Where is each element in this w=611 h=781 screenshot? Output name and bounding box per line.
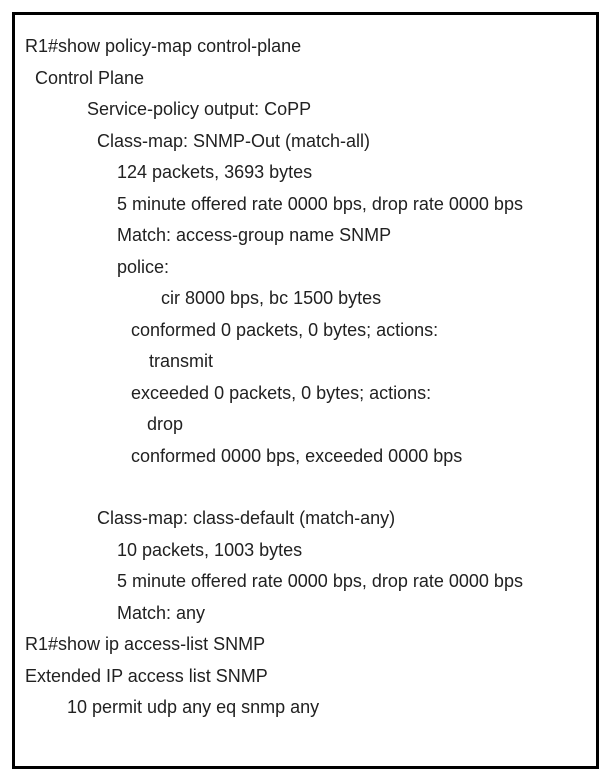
cli-line: Service-policy output: CoPP bbox=[25, 94, 586, 126]
cli-line: Match: access-group name SNMP bbox=[25, 220, 586, 252]
cli-line: conformed 0000 bps, exceeded 0000 bps bbox=[25, 441, 586, 473]
cli-line: 5 minute offered rate 0000 bps, drop rat… bbox=[25, 189, 586, 221]
cli-line: conformed 0 packets, 0 bytes; actions: bbox=[25, 315, 586, 347]
cli-line: 10 packets, 1003 bytes bbox=[25, 535, 586, 567]
cli-line: 124 packets, 3693 bytes bbox=[25, 157, 586, 189]
cli-line: R1#show ip access-list SNMP bbox=[25, 629, 586, 661]
cli-line: police: bbox=[25, 252, 586, 284]
cli-line: 10 permit udp any eq snmp any bbox=[25, 692, 586, 724]
cli-output-container: R1#show policy-map control-plane Control… bbox=[12, 12, 599, 769]
cli-line: Class-map: SNMP-Out (match-all) bbox=[25, 126, 586, 158]
cli-blank-line bbox=[25, 472, 586, 503]
cli-line: Class-map: class-default (match-any) bbox=[25, 503, 586, 535]
cli-line: exceeded 0 packets, 0 bytes; actions: bbox=[25, 378, 586, 410]
cli-line: 5 minute offered rate 0000 bps, drop rat… bbox=[25, 566, 586, 598]
cli-line: R1#show policy-map control-plane bbox=[25, 31, 586, 63]
cli-line: transmit bbox=[25, 346, 586, 378]
cli-line: Match: any bbox=[25, 598, 586, 630]
cli-line: Extended IP access list SNMP bbox=[25, 661, 586, 693]
cli-line: cir 8000 bps, bc 1500 bytes bbox=[25, 283, 586, 315]
cli-line: drop bbox=[25, 409, 586, 441]
cli-line: Control Plane bbox=[25, 63, 586, 95]
